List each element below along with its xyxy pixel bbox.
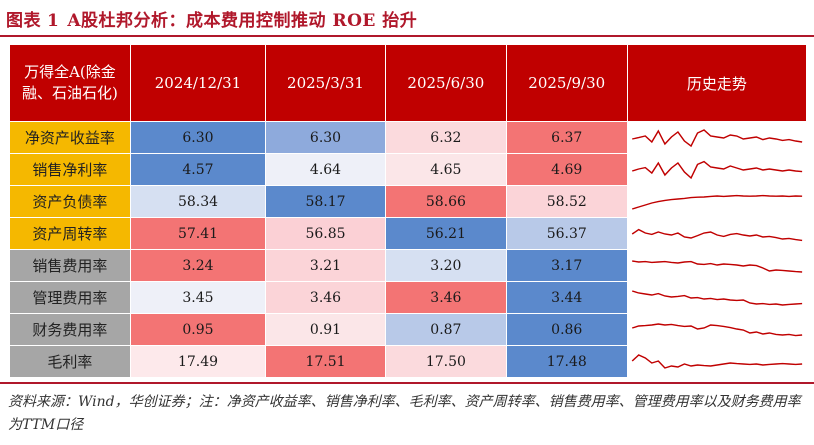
figure-title-prefix: 图表 (6, 11, 41, 31)
row-label: 毛利率 (9, 345, 131, 378)
trend-cell (626, 185, 808, 218)
row-label: 资产周转率 (9, 217, 131, 250)
value-cell: 3.24 (129, 249, 267, 282)
sparkline-series (631, 128, 802, 147)
sparkline-chart (631, 160, 802, 179)
value-cell: 17.48 (505, 345, 628, 378)
value-cell: 4.57 (129, 153, 267, 186)
sparkline-chart (631, 353, 802, 369)
value-cell: 6.32 (384, 121, 507, 154)
row-label: 销售费用率 (9, 249, 131, 282)
value-cell: 0.87 (384, 313, 507, 346)
value-cell: 0.91 (265, 313, 386, 346)
value-cell: 6.30 (265, 121, 386, 154)
value-cell: 17.51 (265, 345, 386, 378)
value-cell: 4.69 (505, 153, 628, 186)
value-cell: 56.85 (265, 217, 386, 250)
value-cell: 58.66 (384, 185, 507, 218)
table-row: 销售净利率 4.57 4.64 4.65 4.69 (9, 153, 808, 186)
column-header: 2025/9/30 (505, 44, 628, 122)
sparkline-series (631, 322, 802, 336)
sparkline-chart (631, 194, 802, 210)
value-cell: 17.49 (129, 345, 267, 378)
figure-title: 图表 1 A股杜邦分析：成本费用控制推动 ROE 抬升 (6, 6, 417, 31)
value-cell: 3.44 (505, 281, 628, 314)
value-cell: 58.52 (505, 185, 628, 218)
trend-header: 历史走势 (626, 44, 808, 122)
column-header: 2024/12/31 (129, 44, 267, 122)
value-cell: 17.50 (384, 345, 507, 378)
value-cell: 58.17 (265, 185, 386, 218)
trend-cell (626, 249, 808, 282)
sparkline-chart (631, 289, 802, 306)
trend-cell (626, 345, 808, 378)
value-cell: 57.41 (129, 217, 267, 250)
sparkline-series (631, 160, 802, 179)
trend-cell (626, 121, 808, 154)
footer-divider (0, 382, 814, 384)
table-body: 净资产收益率 6.30 6.30 6.32 6.37 销售净利率 4.57 4.64 4.65 4… (9, 121, 808, 378)
row-label: 管理费用率 (9, 281, 131, 314)
value-cell: 4.64 (265, 153, 386, 186)
table-row: 资产负债率 58.34 58.17 58.66 58.52 (9, 185, 808, 218)
table-row: 管理费用率 3.45 3.46 3.46 3.44 (9, 281, 808, 314)
value-cell: 56.37 (505, 217, 628, 250)
figure-number: 1 (47, 11, 60, 31)
column-header: 2025/3/31 (265, 44, 386, 122)
value-cell: 6.30 (129, 121, 267, 154)
value-cell: 56.21 (384, 217, 507, 250)
sparkline-series (631, 194, 802, 210)
sparkline-series (631, 289, 802, 306)
trend-cell (626, 217, 808, 250)
row-label: 资产负债率 (9, 185, 131, 218)
sparkline-series (631, 353, 802, 369)
corner-header: 万得全A(除金融、石油石化) (9, 44, 131, 122)
sparkline-series (631, 228, 802, 241)
row-label: 销售净利率 (9, 153, 131, 186)
dupont-table: 万得全A(除金融、石油石化) 2024/12/31 2025/3/31 2025… (9, 44, 808, 378)
value-cell: 6.37 (505, 121, 628, 154)
value-cell: 3.46 (265, 281, 386, 314)
column-header: 2025/6/30 (384, 44, 507, 122)
value-cell: 0.95 (129, 313, 267, 346)
trend-cell (626, 153, 808, 186)
trend-cell (626, 281, 808, 314)
trend-cell (626, 313, 808, 346)
value-cell: 3.46 (384, 281, 507, 314)
sparkline-chart (631, 128, 802, 147)
sparkline-chart (631, 228, 802, 241)
table-row: 毛利率 17.49 17.51 17.50 17.48 (9, 345, 808, 378)
value-cell: 4.65 (384, 153, 507, 186)
row-label: 净资产收益率 (9, 121, 131, 154)
value-cell: 3.20 (384, 249, 507, 282)
table-row: 财务费用率 0.95 0.91 0.87 0.86 (9, 313, 808, 346)
value-cell: 3.17 (505, 249, 628, 282)
table-row: 资产周转率 57.41 56.85 56.21 56.37 (9, 217, 808, 250)
sparkline-series (631, 259, 802, 273)
table-row: 销售费用率 3.24 3.21 3.20 3.17 (9, 249, 808, 282)
value-cell: 0.86 (505, 313, 628, 346)
source-note: 资料来源：Wind，华创证券；注：净资产收益率、销售净利率、毛利率、资产周转率、… (8, 394, 801, 433)
figure-title-text: A股杜邦分析：成本费用控制推动 ROE 抬升 (67, 11, 418, 31)
title-divider (0, 35, 814, 37)
value-cell: 3.21 (265, 249, 386, 282)
value-cell: 58.34 (129, 185, 267, 218)
row-label: 财务费用率 (9, 313, 131, 346)
sparkline-chart (631, 259, 802, 273)
table-header-row: 万得全A(除金融、石油石化) 2024/12/31 2025/3/31 2025… (9, 44, 808, 122)
table-row: 净资产收益率 6.30 6.30 6.32 6.37 (9, 121, 808, 154)
sparkline-chart (631, 322, 802, 336)
value-cell: 3.45 (129, 281, 267, 314)
